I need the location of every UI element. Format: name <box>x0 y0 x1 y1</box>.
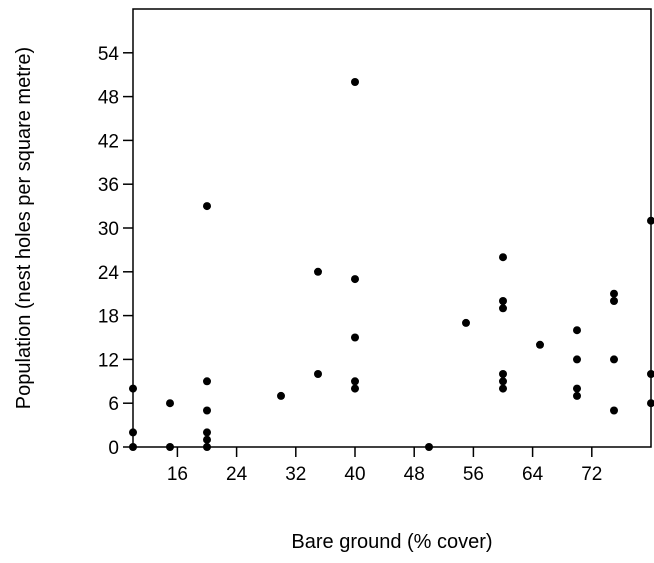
data-point <box>499 370 507 378</box>
data-point <box>499 253 507 262</box>
x-tick-label: 64 <box>522 464 544 485</box>
x-tick-label: 72 <box>581 464 602 485</box>
y-tick-label: 6 <box>108 394 119 415</box>
data-point <box>129 428 137 437</box>
data-point <box>536 340 544 349</box>
data-point <box>499 384 507 393</box>
data-point <box>203 406 211 415</box>
data-point <box>277 391 285 400</box>
x-tick-label: 24 <box>226 464 248 485</box>
data-point <box>129 384 137 393</box>
data-point <box>351 377 359 386</box>
y-tick-label: 30 <box>98 219 119 240</box>
data-point <box>203 428 211 437</box>
y-axis-title: Population (nest holes per square metre) <box>13 47 35 409</box>
data-point <box>573 391 581 400</box>
x-axis-title: Bare ground (% cover) <box>291 531 492 553</box>
y-tick-label: 12 <box>98 350 119 371</box>
data-point <box>499 297 507 305</box>
y-tick-label: 36 <box>98 175 119 196</box>
data-point <box>610 297 618 305</box>
y-tick-label: 0 <box>108 438 119 459</box>
x-tick-label: 40 <box>344 464 365 485</box>
data-point <box>573 384 581 393</box>
data-point <box>573 326 581 335</box>
y-tick-label: 18 <box>98 307 119 328</box>
data-point <box>203 377 211 386</box>
x-axis: 16 24 32 40 48 56 64 72 <box>167 447 602 485</box>
x-tick-label: 32 <box>285 464 306 485</box>
data-point <box>647 370 654 378</box>
data-point <box>647 216 654 225</box>
data-points <box>129 78 654 451</box>
y-tick-label: 54 <box>98 44 120 65</box>
data-point <box>351 333 359 342</box>
data-point <box>351 78 359 86</box>
data-point <box>499 377 507 386</box>
data-point <box>314 370 322 378</box>
y-axis: 0 6 12 18 24 30 36 42 48 54 <box>98 44 133 459</box>
data-point <box>351 384 359 393</box>
data-point <box>203 435 211 444</box>
data-point <box>647 399 654 408</box>
data-point <box>610 406 618 415</box>
data-point <box>462 318 470 327</box>
x-tick-label: 56 <box>463 464 484 485</box>
data-point <box>499 304 507 313</box>
data-point <box>573 355 581 364</box>
y-tick-label: 24 <box>98 263 120 284</box>
data-point <box>129 443 137 451</box>
y-tick-label: 48 <box>98 88 119 109</box>
data-point <box>314 267 322 276</box>
x-tick-label: 16 <box>167 464 188 485</box>
data-point <box>166 399 174 408</box>
data-point <box>166 443 174 451</box>
data-point <box>351 275 359 284</box>
data-point <box>203 202 211 211</box>
data-point <box>610 355 618 364</box>
y-tick-label: 42 <box>98 131 119 152</box>
data-point <box>610 289 618 298</box>
data-point <box>425 443 433 451</box>
data-point <box>203 443 211 451</box>
x-tick-label: 48 <box>404 464 425 485</box>
